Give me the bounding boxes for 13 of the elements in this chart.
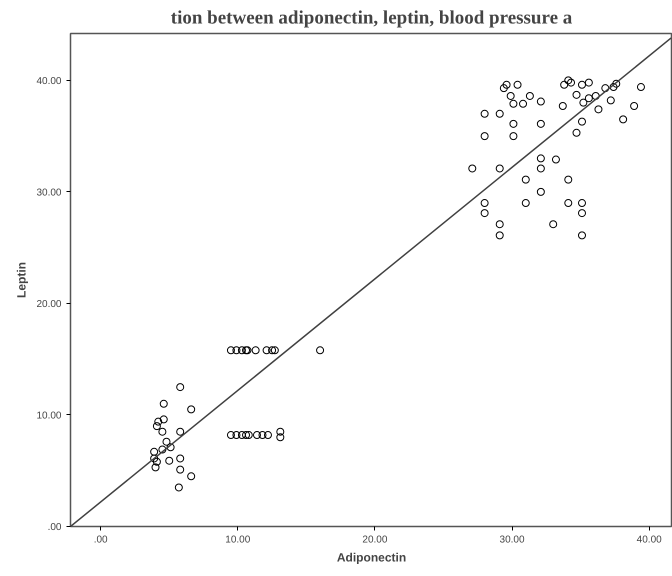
x-tick-label: .00 <box>94 534 108 546</box>
y-tick-label: 20.00 <box>36 298 62 310</box>
y-tick-label: 40.00 <box>36 76 62 87</box>
x-axis-title: Adiponectin <box>336 550 406 564</box>
x-tick-label: 40.00 <box>636 534 662 546</box>
y-axis-title: Leptin <box>14 262 28 298</box>
y-tick-label: 10.00 <box>36 410 62 422</box>
x-tick-label: 20.00 <box>362 534 388 546</box>
y-tick-label: .00 <box>48 522 62 533</box>
x-tick-label: 30.00 <box>500 534 526 546</box>
x-tick-label: 10.00 <box>225 534 251 546</box>
y-tick-label: 30.00 <box>36 187 62 198</box>
chart-title: tion between adiponectin, leptin, blood pressure a <box>170 8 573 28</box>
